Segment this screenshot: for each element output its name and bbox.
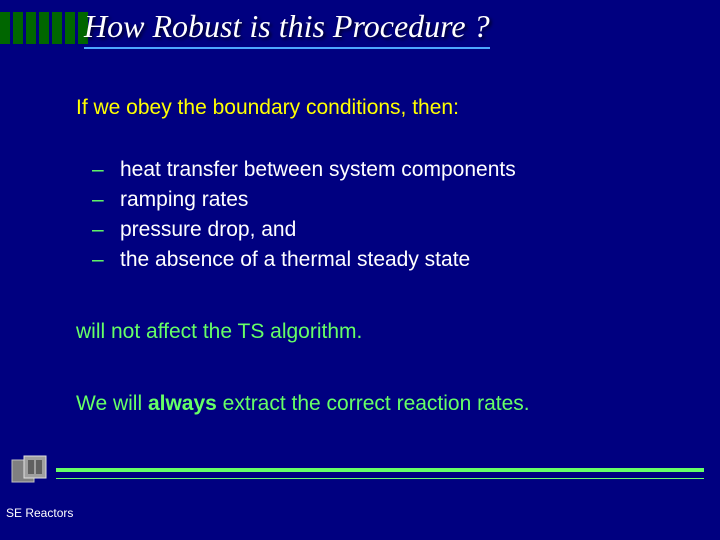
bullet-text: ramping rates bbox=[120, 188, 248, 212]
bullet-marker: – bbox=[92, 218, 120, 242]
footer-label: SE Reactors bbox=[6, 506, 73, 520]
bullet-list: – heat transfer between system component… bbox=[92, 158, 516, 278]
bullet-marker: – bbox=[92, 188, 120, 212]
bullet-marker: – bbox=[92, 158, 120, 182]
accent-line-thin bbox=[56, 478, 704, 479]
list-item: – pressure drop, and bbox=[92, 218, 516, 242]
slide-title: How Robust is this Procedure ? bbox=[84, 8, 490, 49]
conclusion-line-2: We will always extract the correct react… bbox=[76, 392, 530, 416]
bullet-text: the absence of a thermal steady state bbox=[120, 248, 470, 272]
list-item: – heat transfer between system component… bbox=[92, 158, 516, 182]
bullet-marker: – bbox=[92, 248, 120, 272]
corner-logo-icon bbox=[10, 454, 50, 488]
list-item: – the absence of a thermal steady state bbox=[92, 248, 516, 272]
accent-line-thick bbox=[56, 468, 704, 472]
bullet-text: heat transfer between system components bbox=[120, 158, 516, 182]
conclusion-line-1: will not affect the TS algorithm. bbox=[76, 320, 362, 344]
conclusion2-bold: always bbox=[148, 392, 217, 415]
intro-text: If we obey the boundary conditions, then… bbox=[76, 96, 459, 120]
list-item: – ramping rates bbox=[92, 188, 516, 212]
top-accent-bars bbox=[0, 12, 88, 44]
conclusion2-pre: We will bbox=[76, 392, 148, 415]
bullet-text: pressure drop, and bbox=[120, 218, 296, 242]
conclusion2-post: extract the correct reaction rates. bbox=[217, 392, 530, 415]
